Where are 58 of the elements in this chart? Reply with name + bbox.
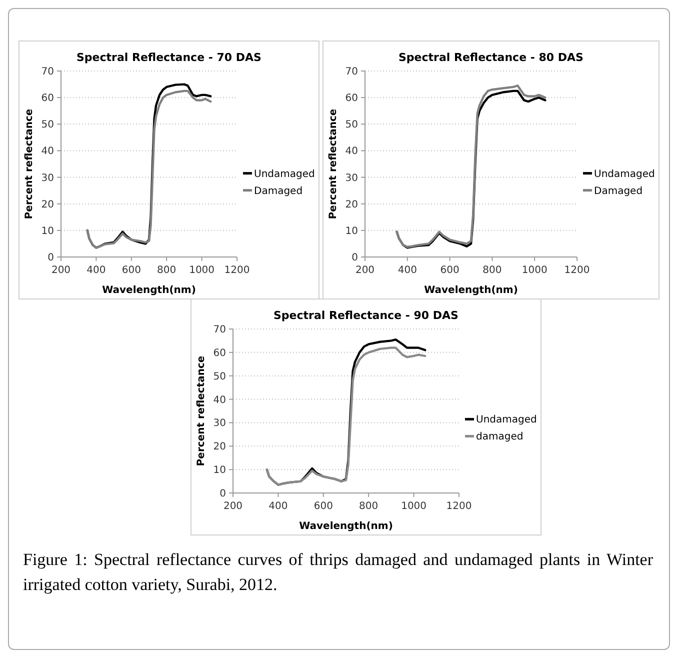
x-axis-title: Wavelength(nm)	[102, 285, 196, 296]
x-tick-label: 200	[223, 501, 243, 512]
y-axis-title: Percent reflectance	[196, 356, 207, 466]
y-tick-label: 70	[41, 66, 54, 78]
y-tick-label: 40	[41, 146, 54, 158]
chart-title: Spectral Reflectance - 70 DAS	[76, 51, 262, 64]
x-tick-label: 1200	[446, 501, 472, 512]
legend-label: Undamaged	[594, 168, 655, 180]
chart-title: Spectral Reflectance - 90 DAS	[274, 309, 459, 322]
y-tick-label: 10	[41, 226, 54, 237]
y-tick-label: 30	[345, 172, 358, 184]
y-tick-label: 0	[48, 252, 54, 264]
y-tick-label: 60	[345, 93, 358, 104]
x-tick-label: 1200	[564, 265, 590, 276]
x-tick-label: 1000	[401, 501, 427, 512]
y-tick-label: 0	[352, 252, 358, 264]
y-axis-title: Percent reflectance	[24, 108, 35, 220]
legend-label: Damaged	[254, 186, 303, 197]
y-tick-label: 50	[41, 120, 54, 131]
x-tick-label: 800	[359, 501, 378, 512]
x-tick-label: 600	[314, 501, 333, 512]
x-tick-label: 1000	[189, 265, 215, 276]
x-tick-label: 600	[440, 265, 460, 276]
y-tick-label: 70	[213, 324, 226, 336]
y-tick-label: 40	[345, 146, 358, 158]
y-tick-label: 20	[213, 442, 226, 453]
y-tick-label: 30	[213, 418, 226, 430]
y-tick-label: 20	[41, 199, 54, 210]
x-tick-label: 400	[398, 265, 417, 276]
legend-label: Damaged	[594, 186, 643, 197]
x-tick-label: 1200	[224, 265, 250, 276]
caption: Figure 1: Spectral reflectance curves of thrips damaged and undamaged plants in Winter irrigated cotton variety, Surabi, 2012.	[23, 549, 653, 596]
y-tick-label: 30	[41, 172, 54, 184]
y-tick-label: 50	[345, 120, 358, 131]
y-tick-label: 10	[213, 465, 226, 476]
y-tick-label: 50	[213, 371, 226, 382]
legend-label: Undamaged	[476, 414, 537, 426]
y-tick-label: 60	[213, 348, 226, 359]
chart-title: Spectral Reflectance - 80 DAS	[398, 51, 584, 64]
x-tick-label: 200	[355, 265, 375, 276]
x-tick-label: 1000	[522, 265, 548, 276]
y-tick-label: 70	[345, 66, 358, 78]
x-tick-label: 600	[122, 265, 141, 276]
x-tick-label: 400	[268, 501, 288, 512]
y-tick-label: 60	[41, 93, 54, 104]
y-axis-title: Percent reflectance	[328, 108, 339, 220]
y-tick-label: 10	[345, 226, 358, 237]
x-axis-title: Wavelength(nm)	[424, 285, 518, 296]
x-tick-label: 400	[86, 265, 106, 276]
y-tick-label: 20	[345, 199, 358, 210]
x-axis-title: Wavelength(nm)	[299, 521, 393, 532]
y-tick-label: 0	[220, 488, 226, 500]
y-tick-label: 40	[213, 394, 226, 406]
legend-label: damaged	[476, 432, 524, 443]
legend-label: Undamaged	[254, 168, 315, 180]
x-tick-label: 800	[157, 265, 176, 276]
x-tick-label: 200	[51, 265, 71, 276]
x-tick-label: 800	[482, 265, 502, 276]
